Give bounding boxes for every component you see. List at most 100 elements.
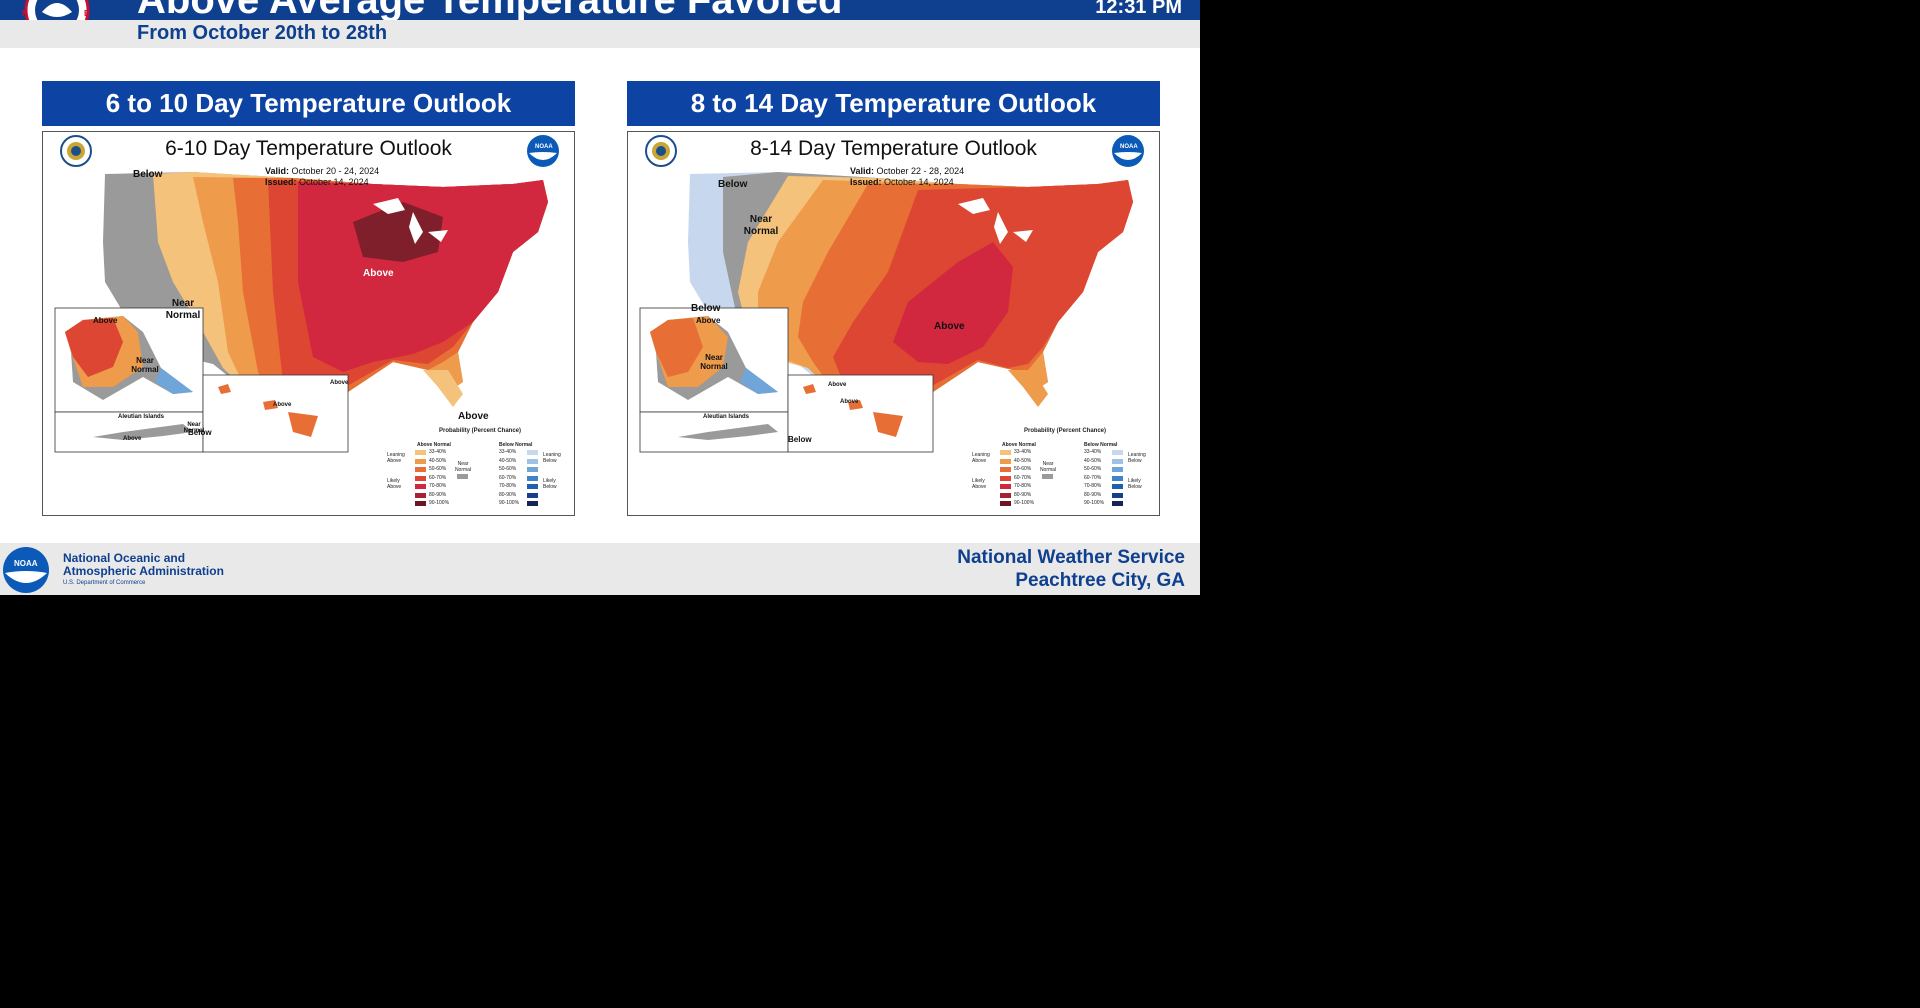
- svg-text:E: E: [84, 9, 90, 18]
- region-label: Below: [133, 169, 163, 180]
- legend-swatch-above: [415, 458, 426, 464]
- legend-range-below: 33-40%: [499, 449, 517, 455]
- legend-range-below: 70-80%: [1084, 483, 1102, 489]
- legend-likely-above: Likely Above: [972, 478, 987, 490]
- probability-legend: Probability (Percent Chance) Above Norma…: [972, 428, 1158, 514]
- legend-range-above: 40-50%: [1014, 457, 1032, 464]
- legend-range-above: 40-50%: [429, 457, 447, 464]
- noaa-icon: NOAA: [1112, 135, 1144, 167]
- svg-text:NOAA: NOAA: [14, 559, 38, 568]
- footer-bar: NOAA National Oceanic and Atmospheric Ad…: [0, 543, 1200, 595]
- doc-seal-icon: [60, 135, 92, 167]
- region-label: Near Normal: [165, 298, 201, 321]
- map-valid-dates: Valid: October 20 - 24, 2024 Issued: Oct…: [265, 166, 380, 187]
- outlook-map-6-10: NOAA 6-10 Day Temperature Outlook Valid:…: [42, 131, 575, 516]
- legend-above-header: Above Normal: [417, 442, 451, 448]
- outlook-panel-8-14: 8 to 14 Day Temperature Outlook: [627, 81, 1160, 516]
- legend-above-header: Above Normal: [1002, 442, 1036, 448]
- page-subtitle: From October 20th to 28th: [137, 22, 388, 44]
- map-valid-dates: Valid: October 22 - 28, 2024 Issued: Oct…: [850, 166, 965, 187]
- legend-range-above: 33-40%: [429, 449, 447, 455]
- legend-leaning-above: Leaning Above: [387, 452, 405, 464]
- noaa-org-name: National Oceanic and Atmospheric Adminis…: [63, 551, 224, 578]
- dept-name: U.S. Department of Commerce: [63, 580, 146, 586]
- legend-range-above: 80-90%: [1014, 491, 1032, 498]
- legend-range-above: 50-60%: [1014, 466, 1032, 472]
- legend-swatch-above: [1000, 467, 1011, 472]
- legend-swatch-above: [1000, 492, 1011, 498]
- legend-leaning-below: Leaning Below: [543, 452, 561, 464]
- legend-swatch-above: [1000, 475, 1011, 481]
- legend-range-above: 80-90%: [429, 491, 447, 498]
- legend-range-below: 60-70%: [499, 474, 517, 481]
- region-label: Near Normal: [700, 353, 728, 371]
- region-label: Aleutian Islands: [703, 414, 750, 420]
- legend-range-below: 70-80%: [499, 483, 517, 489]
- legend-below-header: Below Normal: [1084, 442, 1118, 448]
- legend-range-below: 90-100%: [1084, 500, 1105, 506]
- region-label: Above: [934, 321, 965, 332]
- noaa-logo-icon: NOAA: [3, 547, 49, 593]
- legend-swatch-below: [1112, 484, 1123, 489]
- legend-range-below: 40-50%: [1084, 457, 1102, 464]
- region-label: Below: [691, 303, 721, 314]
- legend-title: Probability (Percent Chance): [1023, 428, 1107, 434]
- legend-swatch-above: [1000, 484, 1011, 489]
- legend-near-normal: Near Normal: [454, 461, 472, 473]
- legend-swatch-below: [1112, 492, 1123, 498]
- legend-swatch-below: [527, 484, 538, 489]
- legend-swatch-below: [1112, 450, 1123, 455]
- legend-range-below: 90-100%: [499, 500, 520, 506]
- outlook-panel-6-10: 6 to 10 Day Temperature Outlook: [42, 81, 575, 516]
- legend-swatch-above: [415, 492, 426, 498]
- legend-title: Probability (Percent Chance): [438, 428, 522, 434]
- legend-range-below: 50-60%: [499, 466, 517, 472]
- legend-below-header: Below Normal: [499, 442, 533, 448]
- legend-swatch-below: [1112, 501, 1123, 506]
- subtitle-bar: From October 20th to 28th: [0, 20, 1200, 48]
- legend-range-below: 33-40%: [1084, 449, 1102, 455]
- legend-range-below: 60-70%: [1084, 474, 1102, 481]
- legend-range-above: 60-70%: [429, 474, 447, 481]
- region-label: Above: [363, 268, 394, 279]
- legend-swatch-above: [1000, 450, 1011, 455]
- legend-swatch-below: [527, 475, 538, 481]
- region-label: Above: [828, 382, 847, 388]
- region-label: Above: [123, 436, 142, 442]
- legend-swatch-near: [457, 474, 468, 479]
- doc-seal-icon: [645, 135, 677, 167]
- region-label: Near Normal: [743, 214, 779, 237]
- legend-near-normal: Near Normal: [1039, 461, 1057, 473]
- probability-legend: Probability (Percent Chance) Above Norma…: [387, 428, 573, 514]
- region-label: Below: [718, 179, 748, 190]
- legend-swatch-below: [527, 501, 538, 506]
- legend-range-above: 33-40%: [1014, 449, 1032, 455]
- temperature-map: [54, 172, 548, 453]
- region-label: Above: [458, 411, 489, 422]
- region-label: Near Normal: [183, 422, 205, 434]
- legend-swatch-below: [527, 467, 538, 472]
- region-label: Near Normal: [131, 356, 159, 374]
- office-name: National Weather Service Peachtree City,…: [957, 547, 1185, 591]
- region-label: Above: [273, 402, 292, 408]
- legend-range-below: 50-60%: [1084, 466, 1102, 472]
- legend-swatch-above: [1000, 501, 1011, 506]
- region-label: Aleutian Islands: [118, 414, 165, 420]
- legend-swatch-above: [415, 501, 426, 506]
- svg-text:N: N: [22, 9, 28, 18]
- legend-swatch-below: [1112, 475, 1123, 481]
- legend-range-above: 90-100%: [1014, 500, 1035, 506]
- legend-leaning-below: Leaning Below: [1128, 452, 1146, 464]
- region-label: Above: [93, 316, 118, 325]
- region-label: Above: [330, 380, 349, 386]
- legend-range-below: 80-90%: [499, 491, 517, 498]
- outlook-map-8-14: NOAA 8-14 Day Temperature Outlook Valid:…: [627, 131, 1160, 516]
- legend-range-below: 40-50%: [499, 457, 517, 464]
- map-title: 6-10 Day Temperature Outlook: [165, 137, 452, 160]
- legend-range-above: 60-70%: [1014, 474, 1032, 481]
- region-label: Below: [788, 435, 812, 444]
- legend-swatch-above: [1000, 458, 1011, 464]
- legend-range-above: 90-100%: [429, 500, 450, 506]
- legend-swatch-below: [527, 492, 538, 498]
- header-bar: N E Above Average Temperature Favored 12…: [0, 0, 1200, 43]
